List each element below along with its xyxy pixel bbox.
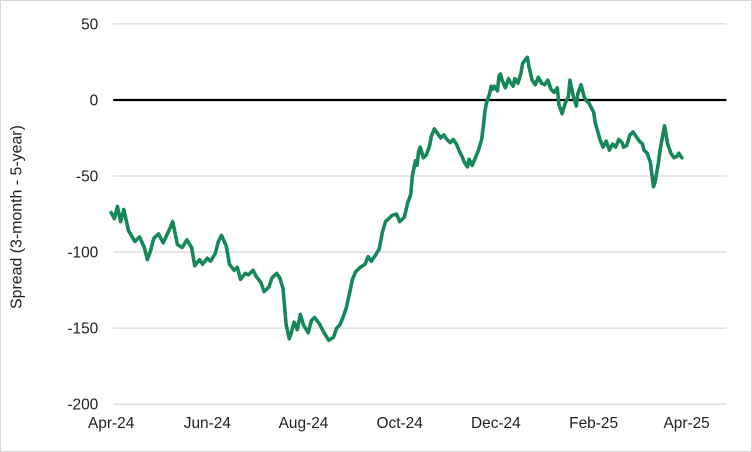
- x-tick-label: Oct-24: [377, 415, 424, 432]
- y-tick-label: -200: [67, 397, 98, 414]
- x-tick-label: Apr-25: [663, 415, 709, 432]
- x-tick-label: Feb-25: [569, 415, 618, 432]
- x-tick-label: Jun-24: [184, 415, 232, 432]
- x-tick-label: Apr-24: [88, 415, 135, 432]
- spread-line: [109, 55, 684, 343]
- x-tick-label: Dec-24: [471, 415, 521, 432]
- y-tick-label: -150: [67, 321, 98, 338]
- y-tick-label: 50: [81, 16, 98, 33]
- x-tick-label: Aug-24: [279, 415, 329, 432]
- y-tick-label: 0: [90, 92, 99, 109]
- y-tick-label: -50: [76, 168, 98, 185]
- y-tick-label: -100: [67, 245, 98, 262]
- y-axis-title: Spread (3-month - 5-year): [9, 125, 26, 309]
